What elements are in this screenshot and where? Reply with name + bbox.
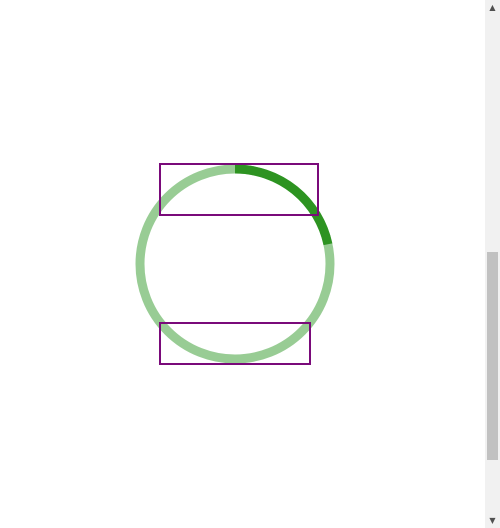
page-viewport <box>135 163 335 365</box>
triangle-up-icon[interactable]: ▲ <box>489 2 496 12</box>
selection-box-top[interactable] <box>159 163 319 216</box>
scrollbar-thumb[interactable] <box>487 252 498 460</box>
vertical-scrollbar[interactable]: ▲ ▼ <box>485 0 500 528</box>
selection-box-bottom[interactable] <box>159 322 311 365</box>
triangle-down-icon[interactable]: ▼ <box>489 515 496 525</box>
canvas-stage <box>135 163 335 365</box>
progress-ring-arc <box>234 164 333 246</box>
canvas-scene <box>135 163 335 365</box>
